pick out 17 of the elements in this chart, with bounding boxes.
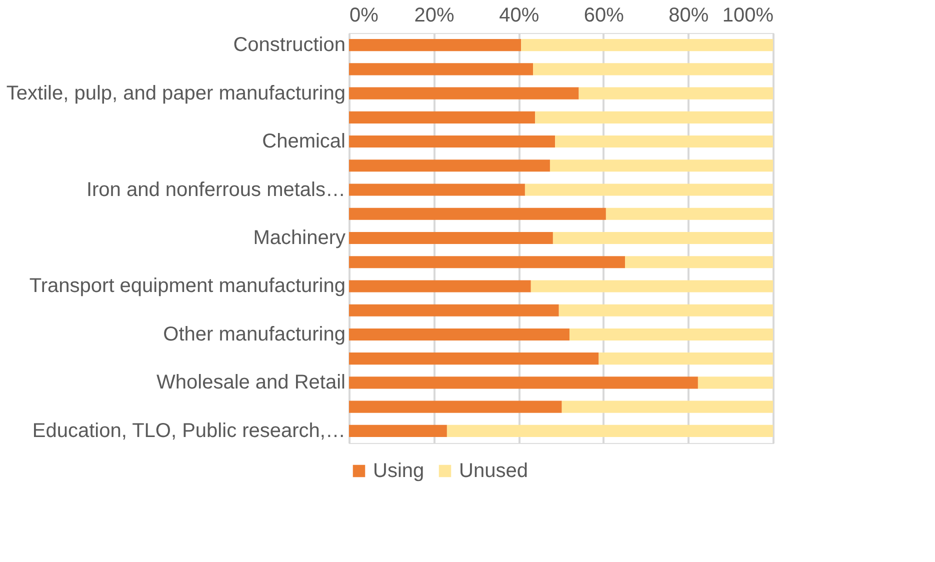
x-tick-label: 80% [668, 4, 709, 26]
y-tick-label: Textile, pulp, and paper manufacturing [6, 82, 346, 104]
x-tick-label: 20% [414, 4, 455, 26]
legend-label: Using [373, 460, 424, 482]
y-tick-label: Iron and nonferrous metals… [86, 178, 346, 201]
y-tick-label: Machinery [253, 227, 346, 249]
x-tick-label: 100% [722, 4, 774, 26]
x-tick-label: 60% [584, 4, 624, 26]
y-tick-label: Chemical [262, 130, 346, 153]
y-tick-label: Wholesale and Retail [156, 372, 346, 394]
y-tick-label: Transport equipment manufacturing [29, 275, 346, 298]
x-tick-label: 40% [499, 4, 540, 26]
y-tick-label: Education, TLO, Public research,… [32, 420, 346, 442]
y-tick-label: Other manufacturing [163, 323, 346, 346]
x-tick-label: 0% [350, 4, 379, 26]
legend-label: Unused [459, 460, 528, 482]
y-tick-label: Construction [233, 34, 346, 56]
